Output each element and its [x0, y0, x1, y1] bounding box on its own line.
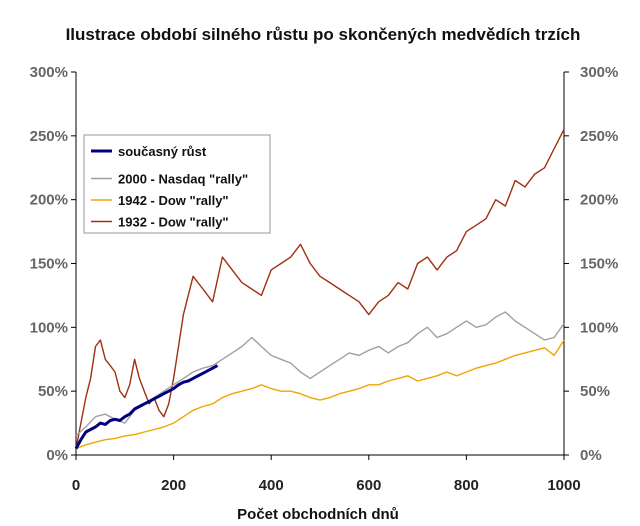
- x-tick-label: 200: [161, 477, 186, 494]
- x-tick-label: 0: [72, 477, 80, 494]
- y-tick-label-left: 150%: [30, 256, 68, 273]
- y-tick-label-right: 50%: [580, 383, 610, 400]
- legend-label: 1932 - Dow "rally": [118, 215, 229, 230]
- y-ticks-right: 0% 50% 100% 150% 200% 250% 300%: [564, 64, 618, 464]
- y-tick-label-left: 250%: [30, 128, 68, 145]
- x-tick-label: 400: [259, 477, 284, 494]
- axes: [75, 72, 565, 456]
- y-tick-label-left: 0%: [46, 447, 68, 464]
- x-tick-label: 600: [356, 477, 381, 494]
- y-tick-label-right: 250%: [580, 128, 618, 145]
- y-tick-label-left: 100%: [30, 319, 68, 336]
- chart-title: Ilustrace období silného růstu po skonče…: [66, 25, 581, 44]
- y-tick-label-right: 200%: [580, 192, 618, 209]
- x-ticks: 0 200 400 600 800 1000: [72, 455, 581, 494]
- legend-label: současný růst: [118, 144, 207, 159]
- y-tick-label-right: 150%: [580, 256, 618, 273]
- series-line-0: [74, 364, 219, 450]
- y-tick-label-left: 300%: [30, 64, 68, 81]
- series-line-1: [75, 311, 565, 437]
- y-tick-label-left: 200%: [30, 192, 68, 209]
- y-ticks-left: 0% 50% 100% 150% 200% 250% 300%: [30, 64, 76, 464]
- y-tick-label-right: 100%: [580, 319, 618, 336]
- series-line-2: [75, 339, 565, 450]
- x-axis-label: Počet obchodních dnů: [237, 506, 399, 523]
- legend-items: současný růst 2000 - Nasdaq "rally" 1942 -…: [91, 144, 248, 230]
- x-tick-label: 800: [454, 477, 479, 494]
- x-tick-label: 1000: [547, 477, 580, 494]
- y-tick-label-left: 50%: [38, 383, 68, 400]
- series-line-3: [75, 129, 565, 449]
- y-tick-label-right: 0%: [580, 447, 602, 464]
- y-tick-label-right: 300%: [580, 64, 618, 81]
- series-lines: [74, 129, 565, 450]
- legend: současný růst 2000 - Nasdaq "rally" 1942 -…: [83, 134, 271, 234]
- legend-label: 2000 - Nasdaq "rally": [118, 172, 248, 187]
- legend-label: 1942 - Dow "rally": [118, 193, 229, 208]
- legend-box: [83, 134, 271, 234]
